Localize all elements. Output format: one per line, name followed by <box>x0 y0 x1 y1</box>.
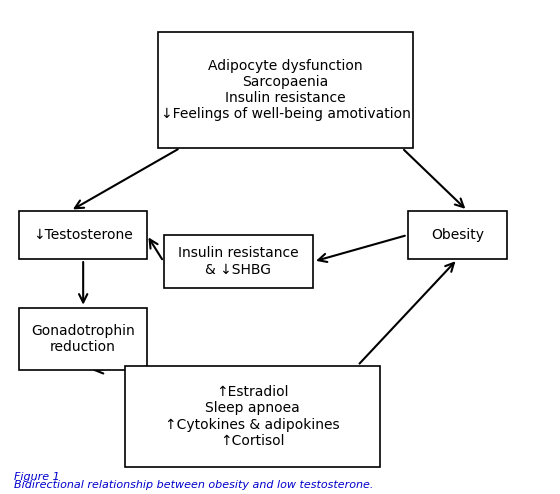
Text: Figure 1: Figure 1 <box>14 472 59 482</box>
Text: ↑Estradiol
Sleep apnoea
↑Cytokines & adipokines
↑Cortisol: ↑Estradiol Sleep apnoea ↑Cytokines & adi… <box>165 385 339 448</box>
FancyBboxPatch shape <box>20 308 147 370</box>
FancyBboxPatch shape <box>125 366 380 467</box>
FancyBboxPatch shape <box>158 32 413 148</box>
Text: Insulin resistance
& ↓SHBG: Insulin resistance & ↓SHBG <box>178 247 298 277</box>
Text: Bidirectional relationship between obesity and low testosterone.: Bidirectional relationship between obesi… <box>14 480 374 490</box>
FancyBboxPatch shape <box>164 235 313 288</box>
Text: ↓Testosterone: ↓Testosterone <box>33 228 133 242</box>
FancyBboxPatch shape <box>20 211 147 259</box>
Text: Obesity: Obesity <box>431 228 484 242</box>
FancyBboxPatch shape <box>408 211 507 259</box>
Text: Gonadotrophin
reduction: Gonadotrophin reduction <box>31 324 135 354</box>
Text: Adipocyte dysfunction
Sarcopaenia
Insulin resistance
↓Feelings of well-being amo: Adipocyte dysfunction Sarcopaenia Insuli… <box>161 59 410 121</box>
